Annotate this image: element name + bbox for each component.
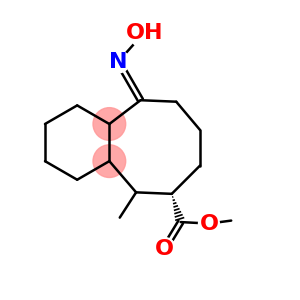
- Circle shape: [93, 108, 126, 140]
- Circle shape: [107, 50, 130, 73]
- Text: OH: OH: [126, 23, 164, 43]
- Circle shape: [129, 19, 158, 48]
- Text: O: O: [200, 214, 218, 234]
- Circle shape: [93, 145, 126, 178]
- Text: O: O: [155, 239, 174, 259]
- Text: N: N: [109, 52, 128, 72]
- Circle shape: [153, 238, 176, 260]
- Circle shape: [199, 213, 219, 234]
